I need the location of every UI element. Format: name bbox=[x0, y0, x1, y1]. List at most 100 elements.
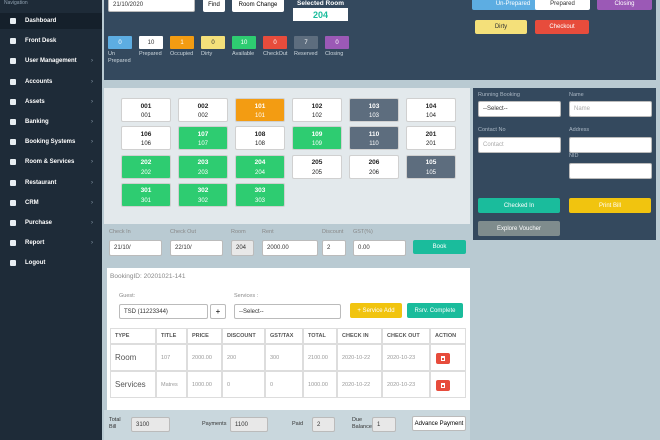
room-tile[interactable]: 110 110 bbox=[349, 126, 399, 151]
nav-item[interactable]: Restaurant › bbox=[0, 175, 102, 191]
guest-label: Guest: bbox=[119, 293, 136, 299]
field-label: Check In bbox=[109, 229, 131, 235]
room-number-sub: 301 bbox=[140, 197, 151, 204]
room-change-button[interactable]: Room Change bbox=[232, 0, 284, 12]
nav-item[interactable]: Assets › bbox=[0, 94, 102, 110]
room-tile[interactable]: 104 104 bbox=[406, 98, 456, 122]
service-add-button[interactable]: + Service Add bbox=[350, 303, 402, 318]
nav-chevron: › bbox=[91, 159, 93, 166]
book-button[interactable]: Book bbox=[413, 240, 466, 254]
nav-item[interactable]: Front Desk bbox=[0, 33, 102, 49]
field-input[interactable]: 21/10/ bbox=[109, 240, 162, 256]
status-button[interactable]: Checkout bbox=[535, 20, 589, 34]
room-number-sub: 203 bbox=[197, 169, 208, 176]
nav-label: User Management bbox=[25, 58, 77, 65]
status-button[interactable]: Prepared bbox=[535, 0, 590, 10]
room-tile[interactable]: 109 109 bbox=[292, 126, 342, 151]
room-number: 201 bbox=[425, 130, 437, 138]
room-tile[interactable]: 002 002 bbox=[178, 98, 228, 122]
find-button[interactable]: Find bbox=[203, 0, 225, 12]
field-input[interactable]: 0.00 bbox=[353, 240, 406, 256]
complete-button[interactable]: Rsrv. Complete bbox=[407, 303, 463, 318]
delete-button[interactable] bbox=[436, 380, 450, 391]
room-tile[interactable]: 202 202 bbox=[121, 154, 171, 179]
room-tile[interactable]: 205 205 bbox=[292, 154, 342, 179]
explore-voucher-button[interactable]: Explore Voucher bbox=[478, 221, 560, 236]
room-number: 202 bbox=[140, 159, 152, 167]
room-tile[interactable]: 206 206 bbox=[349, 154, 399, 179]
room-tile[interactable]: 106 106 bbox=[121, 126, 171, 151]
nav-item[interactable]: User Management › bbox=[0, 53, 102, 69]
room-tile[interactable]: 108 108 bbox=[235, 126, 285, 151]
table-cell: Matres bbox=[156, 371, 187, 398]
name-input[interactable]: Name bbox=[569, 101, 652, 117]
field-input[interactable]: 2000.00 bbox=[262, 240, 318, 256]
status-button[interactable]: Dirty bbox=[475, 20, 527, 34]
nav-label: Report bbox=[25, 240, 45, 247]
legend-label: Available bbox=[232, 51, 255, 57]
status-button[interactable]: Un-Prepared bbox=[472, 0, 554, 10]
checked-in-button[interactable]: Checked In bbox=[478, 198, 560, 213]
nav-item[interactable]: Purchase › bbox=[0, 215, 102, 231]
legend-count: 0 bbox=[325, 36, 349, 49]
selected-room-label: Selected Room bbox=[297, 0, 344, 7]
field-input[interactable]: 2 bbox=[322, 240, 346, 256]
nav-item[interactable]: Accounts › bbox=[0, 74, 102, 90]
nav-item[interactable]: Dashboard bbox=[0, 13, 102, 29]
room-tile[interactable]: 103 103 bbox=[349, 98, 399, 122]
address-input[interactable] bbox=[569, 137, 652, 153]
guest-input[interactable]: TSD (11223344) bbox=[119, 304, 208, 319]
room-tile[interactable]: 105 105 bbox=[406, 154, 456, 179]
sidebar bbox=[0, 0, 102, 440]
room-number-sub: 205 bbox=[311, 169, 322, 176]
table-cell: 2020-10-23 bbox=[382, 371, 430, 398]
room-number-sub: 303 bbox=[254, 197, 265, 204]
nav-item[interactable]: CRM › bbox=[0, 195, 102, 211]
date-input[interactable]: 21/10/2020 bbox=[108, 0, 195, 12]
field-input[interactable]: 204 bbox=[231, 240, 254, 256]
room-tile[interactable]: 201 201 bbox=[406, 126, 456, 151]
nav-label: Assets bbox=[25, 98, 45, 105]
advance-payment-button[interactable]: Advance Payment bbox=[412, 416, 466, 431]
room-number-sub: 201 bbox=[425, 141, 436, 148]
nav-item[interactable]: Room & Services › bbox=[0, 154, 102, 170]
room-tile[interactable]: 102 102 bbox=[292, 98, 342, 122]
legend-count: 10 bbox=[139, 36, 163, 49]
nav-chevron: › bbox=[91, 240, 93, 247]
nid-input[interactable] bbox=[569, 163, 652, 179]
room-tile[interactable]: 302 302 bbox=[178, 182, 228, 207]
room-tile[interactable]: 301 301 bbox=[121, 182, 171, 207]
field-label: GST(%) bbox=[353, 229, 373, 235]
nav-item[interactable]: Report › bbox=[0, 235, 102, 251]
running-select[interactable]: --Select-- bbox=[478, 101, 561, 117]
nav-label: Purchase bbox=[25, 220, 53, 226]
table-header: TYPE bbox=[110, 328, 156, 344]
status-button[interactable]: Closing bbox=[597, 0, 652, 10]
add-guest-button[interactable]: + bbox=[210, 304, 226, 319]
room-tile[interactable]: 001 001 bbox=[121, 98, 171, 122]
room-tile[interactable]: 107 107 bbox=[178, 126, 228, 151]
nav-label: CRM bbox=[25, 199, 39, 206]
room-tile[interactable]: 303 303 bbox=[235, 182, 285, 207]
room-number: 002 bbox=[197, 102, 209, 110]
nav-item[interactable]: Logout bbox=[0, 255, 102, 271]
room-tile[interactable]: 204 204 bbox=[235, 154, 285, 179]
table-header: CHECK OUT bbox=[382, 328, 430, 344]
legend-count: 0 bbox=[201, 36, 225, 49]
print-bill-button[interactable]: Print Bill bbox=[569, 198, 651, 213]
field-input[interactable]: 22/10/ bbox=[170, 240, 223, 256]
room-number-sub: 107 bbox=[197, 141, 208, 148]
booking-panel bbox=[107, 268, 470, 410]
services-select[interactable]: --Select-- bbox=[234, 304, 341, 319]
nav-item[interactable]: Banking › bbox=[0, 114, 102, 130]
room-tile[interactable]: 101 101 bbox=[235, 98, 285, 122]
delete-button[interactable] bbox=[436, 353, 450, 364]
room-number-sub: 108 bbox=[254, 141, 265, 148]
nav-chevron: › bbox=[91, 119, 93, 125]
contact-input[interactable]: Contact bbox=[478, 137, 561, 153]
nav-chevron: › bbox=[91, 179, 93, 186]
room-tile[interactable]: 203 203 bbox=[178, 154, 228, 179]
room-number: 302 bbox=[197, 187, 209, 195]
nav-item[interactable]: Booking Systems › bbox=[0, 134, 102, 150]
